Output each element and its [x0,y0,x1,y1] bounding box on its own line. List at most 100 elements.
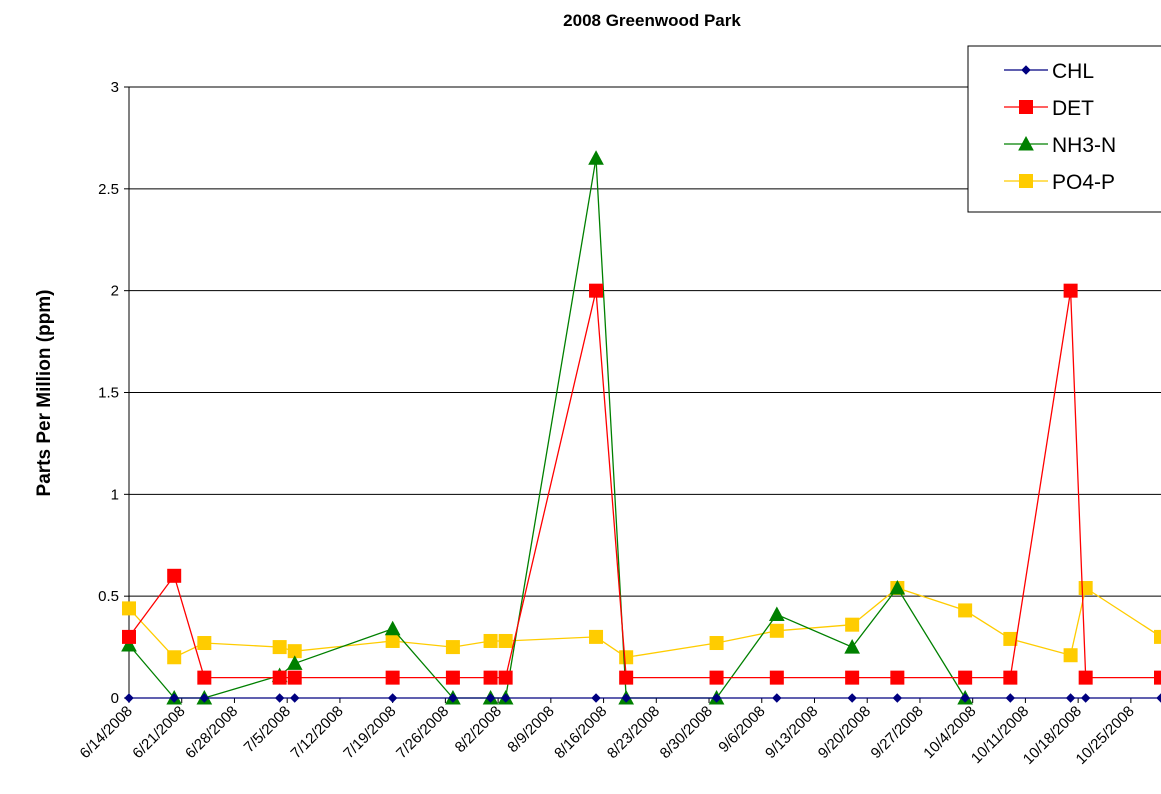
data-point-det [1063,283,1078,298]
data-point-po4-p [445,640,460,655]
x-tick-label: 8/23/2008 [604,703,663,762]
legend-label-chl: CHL [1052,60,1094,83]
data-point-po4-p [958,603,973,618]
data-point-det [709,670,724,685]
legend-marker-po4-p [1019,174,1033,188]
data-point-det [445,670,460,685]
legend-box [967,45,1161,213]
x-tick-label: 9/13/2008 [762,703,821,762]
data-point-chl [199,693,210,703]
data-point-det [619,670,634,685]
data-point-det [1003,670,1018,685]
data-point-det [167,568,182,583]
data-point-po4-p [483,633,498,648]
x-tick-label: 8/2/2008 [452,703,505,756]
data-point-chl [621,693,631,703]
data-point-det [122,629,136,644]
data-point-det [845,670,860,685]
legend-marker-det [1019,100,1033,114]
data-point-chl [892,693,903,703]
data-point-chl [387,693,398,703]
data-point-det [197,670,212,685]
data-point-po4-p [1078,581,1093,596]
series-group [121,150,1161,705]
y-tick-label: 1.5 [98,385,119,402]
x-tick-label: 6/21/2008 [129,703,188,762]
data-point-po4-p [385,633,400,648]
legend-label-po4-p: PO4-P [1052,171,1115,194]
data-point-det [958,670,973,685]
legend-item-nh3-n: NH3-N [1004,134,1116,157]
y-tick-label: 0 [111,690,119,707]
x-tick-label: 7/19/2008 [340,703,399,762]
data-point-chl [500,693,511,703]
data-point-chl [1156,693,1161,703]
data-point-po4-p [1154,629,1161,644]
x-tick-label: 9/27/2008 [868,703,927,762]
data-point-nh3-n [384,620,401,636]
data-point-po4-p [619,650,634,665]
series-det [122,283,1161,685]
data-point-chl [711,693,722,703]
data-point-chl [274,693,285,703]
data-point-nh3-n [889,579,906,595]
y-tick-label: 3 [111,79,119,96]
y-tick-label: 2.5 [98,181,119,198]
x-tick-label: 6/14/2008 [77,703,136,762]
data-point-chl [290,693,300,703]
chart-title: 2008 Greenwood Park [563,11,741,30]
y-axis-label: Parts Per Million (ppm) [34,290,55,497]
data-point-det [287,670,302,685]
data-point-po4-p [709,636,724,651]
data-point-nh3-n [844,639,860,654]
data-point-chl [1065,693,1076,703]
legend-item-po4-p: PO4-P [1004,171,1115,194]
series-line-nh3-n [128,158,966,699]
series-nh3-n [121,150,973,705]
data-point-nh3-n [286,655,303,670]
legend-label-det: DET [1052,97,1094,120]
data-point-det [385,670,400,685]
data-point-po4-p [1003,631,1018,646]
series-chl [124,693,1161,703]
legend-label-nh3-n: NH3-N [1052,134,1116,157]
x-tick-label: 9/6/2008 [715,703,768,756]
data-point-det [1078,670,1093,685]
data-point-chl [485,693,496,703]
legend-marker-chl [1021,65,1031,75]
y-tick-label: 0.5 [98,588,119,605]
y-tick-label: 1 [111,486,119,503]
data-point-det [498,670,513,685]
x-tick-label: 8/9/2008 [504,703,557,756]
x-tick-label: 9/20/2008 [815,703,874,762]
series-po4-p [122,581,1161,665]
data-point-det [483,670,498,685]
x-tick-label: 6/28/2008 [182,703,241,762]
data-point-det [1154,670,1161,685]
data-point-chl [960,693,970,703]
data-point-po4-p [845,617,860,632]
data-point-po4-p [769,623,784,638]
data-point-chl [1080,693,1091,703]
x-tick-label: 7/26/2008 [393,703,452,762]
data-point-chl [1005,693,1016,703]
x-tick-label: 8/30/2008 [657,703,716,762]
data-point-nh3-n [768,606,785,621]
data-point-chl [772,693,782,703]
data-point-det [890,670,905,685]
legend: CHL DET NH3-N PO4-P [967,45,1161,213]
y-tick-labels: 0 0.5 1 1.5 2 2.5 3 [98,79,119,707]
data-point-chl [591,693,601,703]
data-point-po4-p [589,629,604,644]
data-point-po4-p [1063,648,1078,663]
data-point-det [589,283,604,298]
legend-item-chl: CHL [1004,60,1094,83]
data-point-po4-p [122,601,136,616]
legend-item-det: DET [1004,97,1094,120]
data-point-nh3-n [588,150,604,165]
data-point-chl [124,693,134,703]
data-point-po4-p [272,640,287,655]
data-point-det [272,670,287,685]
